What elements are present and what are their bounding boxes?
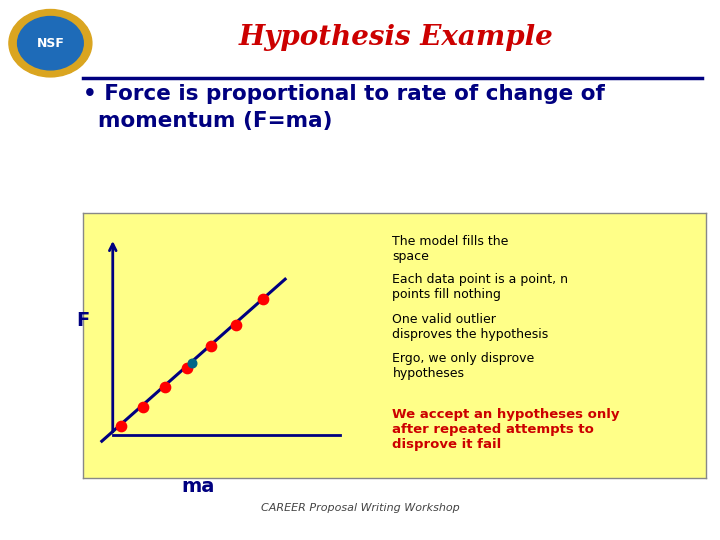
Point	[115, 422, 127, 430]
Point	[186, 359, 198, 368]
Text: Ergo, we only disprove
hypotheses: Ergo, we only disprove hypotheses	[392, 352, 535, 380]
Point	[159, 383, 171, 391]
Text: ma: ma	[181, 476, 215, 496]
Text: NSF: NSF	[37, 37, 64, 50]
Text: One valid outlier
disproves the hypothesis: One valid outlier disproves the hypothes…	[392, 313, 549, 341]
Text: • Force is proportional to rate of change of: • Force is proportional to rate of chang…	[83, 84, 605, 104]
Text: momentum (F=ma): momentum (F=ma)	[83, 111, 333, 131]
Point	[258, 294, 269, 303]
Circle shape	[17, 17, 84, 70]
Text: Hypothesis Example: Hypothesis Example	[238, 24, 554, 51]
Text: Each data point is a point, n
points fill nothing: Each data point is a point, n points fil…	[392, 273, 568, 301]
Text: F: F	[76, 310, 89, 330]
Point	[137, 402, 148, 411]
Text: The model fills the
space: The model fills the space	[392, 235, 509, 263]
Point	[205, 342, 217, 350]
Text: CAREER Proposal Writing Workshop: CAREER Proposal Writing Workshop	[261, 503, 459, 512]
Point	[230, 320, 242, 329]
Circle shape	[9, 10, 92, 77]
Text: We accept an hypotheses only
after repeated attempts to
disprove it fail: We accept an hypotheses only after repea…	[392, 408, 620, 451]
Point	[181, 363, 192, 372]
